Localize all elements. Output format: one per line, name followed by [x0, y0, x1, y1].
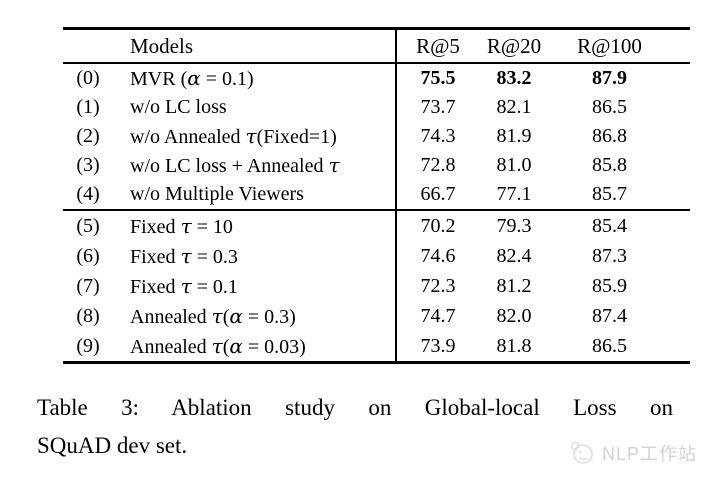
metric-value-cell: 86.5 [592, 335, 627, 357]
metric-value-cell: 81.9 [496, 125, 532, 147]
table-row: (7) Fixed τ = 0.1 72.3 81.2 85.9 [63, 271, 690, 302]
row-index-cell: (1) [76, 96, 100, 118]
metric-value-cell: 85.4 [592, 215, 627, 237]
table-row: (0) MVR (α = 0.1) 75.5 83.2 87.9 [63, 64, 690, 94]
metric-value-cell: 85.9 [592, 275, 627, 297]
metric-value-cell: 74.3 [395, 122, 479, 152]
table-group-temperature-settings: (5) Fixed τ = 10 70.2 79.3 85.4 (6) Fixed τ = … [63, 209, 690, 362]
caption-line-1: Table 3: Ablation study on Global-local … [37, 395, 673, 420]
row-index-cell: (8) [76, 305, 100, 327]
row-index-cell: (5) [76, 215, 100, 237]
row-index-cell: (2) [76, 125, 100, 147]
ablation-table: Models R@5 R@20 R@100 (0) MVR (α = 0.1) 75… [63, 27, 690, 364]
model-name-cell: Annealed τ(α = 0.3) [130, 304, 296, 328]
model-name-cell: w/o Annealed τ(Fixed=1) [130, 124, 337, 148]
metric-value-cell: 82.1 [496, 96, 532, 118]
metric-value-cell: 81.8 [496, 335, 532, 357]
metric-value-cell: 77.1 [496, 183, 532, 205]
metric-value-cell: 82.0 [496, 305, 532, 327]
metric-value-cell: 79.3 [496, 215, 532, 237]
metric-value-cell: 85.8 [592, 154, 627, 176]
metric-value-cell: 70.2 [395, 211, 479, 242]
metric-value-cell: 82.4 [496, 245, 532, 267]
metric-value-cell: 86.5 [592, 96, 627, 118]
table-row: (6) Fixed τ = 0.3 74.6 82.4 87.3 [63, 241, 690, 272]
table-row: (8) Annealed τ(α = 0.3) 74.7 82.0 87.4 [63, 301, 690, 332]
table-row: (3) w/o LC loss + Annealed τ 72.8 81.0 85.8 [63, 151, 690, 181]
table-row: (2) w/o Annealed τ(Fixed=1) 74.3 81.9 86.8 [63, 122, 690, 152]
table-row: (9) Annealed τ(α = 0.03) 73.9 81.8 86.5 [63, 331, 690, 362]
row-index-cell: (4) [76, 183, 100, 205]
watermark-text: NLP工作站 [601, 444, 697, 464]
model-name-cell: MVR (α = 0.1) [130, 66, 254, 90]
metric-value-cell: 85.7 [592, 183, 627, 205]
caption-line-2: SQuAD dev set. [37, 433, 188, 458]
row-index-cell: (6) [76, 245, 100, 267]
metric-value-cell: 74.7 [395, 301, 479, 332]
metric-value-cell: 73.7 [395, 93, 479, 122]
table-caption: Table 3: Ablation study on Global-local … [37, 389, 673, 465]
row-index-cell: (7) [76, 275, 100, 297]
table-row: (4) w/o Multiple Viewers 66.7 77.1 85.7 [63, 180, 690, 209]
metric-value-cell: 87.4 [592, 305, 627, 327]
metric-value-cell: 66.7 [395, 180, 479, 209]
metric-value-cell: 73.9 [395, 331, 479, 362]
header-index-cell [63, 30, 113, 62]
model-name-cell: Fixed τ = 10 [130, 214, 233, 238]
nlp-workstation-logo-icon [568, 439, 596, 467]
row-index-cell: (9) [76, 335, 100, 357]
row-index-cell: (0) [76, 67, 100, 89]
metric-value-cell: 87.9 [592, 67, 627, 89]
header-models-cell: Models [130, 34, 193, 58]
row-index-cell: (3) [76, 154, 100, 176]
metric-value-cell: 83.2 [496, 67, 532, 89]
model-name-cell: w/o LC loss + Annealed τ [130, 153, 340, 177]
model-name-cell: Fixed τ = 0.3 [130, 244, 238, 268]
watermark: NLP工作站 [568, 439, 697, 467]
metric-value-cell: 75.5 [395, 64, 479, 94]
model-name-cell: Fixed τ = 0.1 [130, 274, 238, 298]
header-r5-cell: R@5 [395, 30, 479, 62]
metric-value-cell: 81.2 [496, 275, 532, 297]
metric-value-cell: 87.3 [592, 245, 627, 267]
metric-value-cell: 81.0 [496, 154, 532, 176]
table-header-row: Models R@5 R@20 R@100 [63, 30, 690, 64]
table-group-ablation-components: (0) MVR (α = 0.1) 75.5 83.2 87.9 (1) w/o LC lo… [63, 64, 690, 209]
table-row: (5) Fixed τ = 10 70.2 79.3 85.4 [63, 211, 690, 242]
header-r20-cell: R@20 [486, 34, 542, 58]
table-row: (1) w/o LC loss 73.7 82.1 86.5 [63, 93, 690, 122]
metric-value-cell: 72.8 [395, 151, 479, 181]
header-r100-cell: R@100 [577, 34, 642, 58]
metric-value-cell: 74.6 [395, 241, 479, 272]
model-name-cell: w/o Multiple Viewers [130, 183, 304, 205]
model-name-cell: w/o LC loss [130, 96, 227, 118]
metric-value-cell: 86.8 [592, 125, 627, 147]
metric-value-cell: 72.3 [395, 271, 479, 302]
model-name-cell: Annealed τ(α = 0.03) [130, 334, 306, 358]
